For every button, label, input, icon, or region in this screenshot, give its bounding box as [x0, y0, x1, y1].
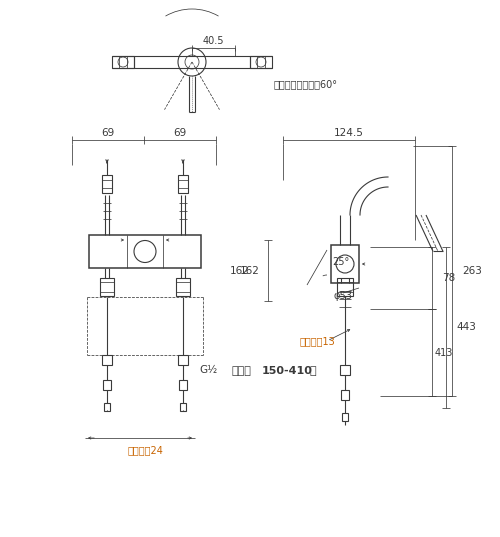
- Bar: [100, 278, 114, 296]
- Bar: [178, 355, 188, 365]
- Bar: [102, 175, 112, 193]
- Text: 263: 263: [462, 266, 482, 276]
- Bar: [178, 175, 188, 193]
- Text: 124.5: 124.5: [334, 128, 364, 138]
- Text: 78: 78: [442, 273, 455, 283]
- Text: スパウト回転角度60°: スパウト回転角度60°: [274, 79, 338, 89]
- Text: 162: 162: [240, 265, 260, 275]
- Text: G½: G½: [199, 365, 217, 375]
- Text: 25°: 25°: [332, 257, 349, 267]
- Text: 443: 443: [456, 323, 476, 332]
- Bar: [176, 278, 190, 296]
- Text: ）: ）: [310, 366, 316, 376]
- Bar: [340, 365, 350, 375]
- Bar: [104, 403, 110, 411]
- Text: 六角対辺13: 六角対辺13: [300, 336, 336, 346]
- Bar: [337, 278, 353, 296]
- Text: 150-410: 150-410: [262, 366, 313, 376]
- Bar: [180, 403, 186, 411]
- Text: 162: 162: [230, 265, 250, 275]
- Text: 69: 69: [102, 128, 114, 138]
- Bar: [331, 245, 359, 283]
- Bar: [102, 355, 112, 365]
- Bar: [89, 235, 201, 268]
- Bar: [250, 56, 272, 68]
- Text: 69: 69: [174, 128, 186, 138]
- Text: φ53: φ53: [334, 291, 352, 301]
- Text: 40.5: 40.5: [203, 36, 224, 46]
- Bar: [112, 56, 134, 68]
- Text: 413: 413: [435, 347, 454, 358]
- Bar: [179, 380, 187, 390]
- Bar: [341, 390, 349, 400]
- Text: 六角対辺24: 六角対辺24: [127, 445, 163, 455]
- Text: （図は: （図は: [232, 366, 252, 376]
- Bar: [342, 413, 348, 421]
- Bar: [103, 380, 111, 390]
